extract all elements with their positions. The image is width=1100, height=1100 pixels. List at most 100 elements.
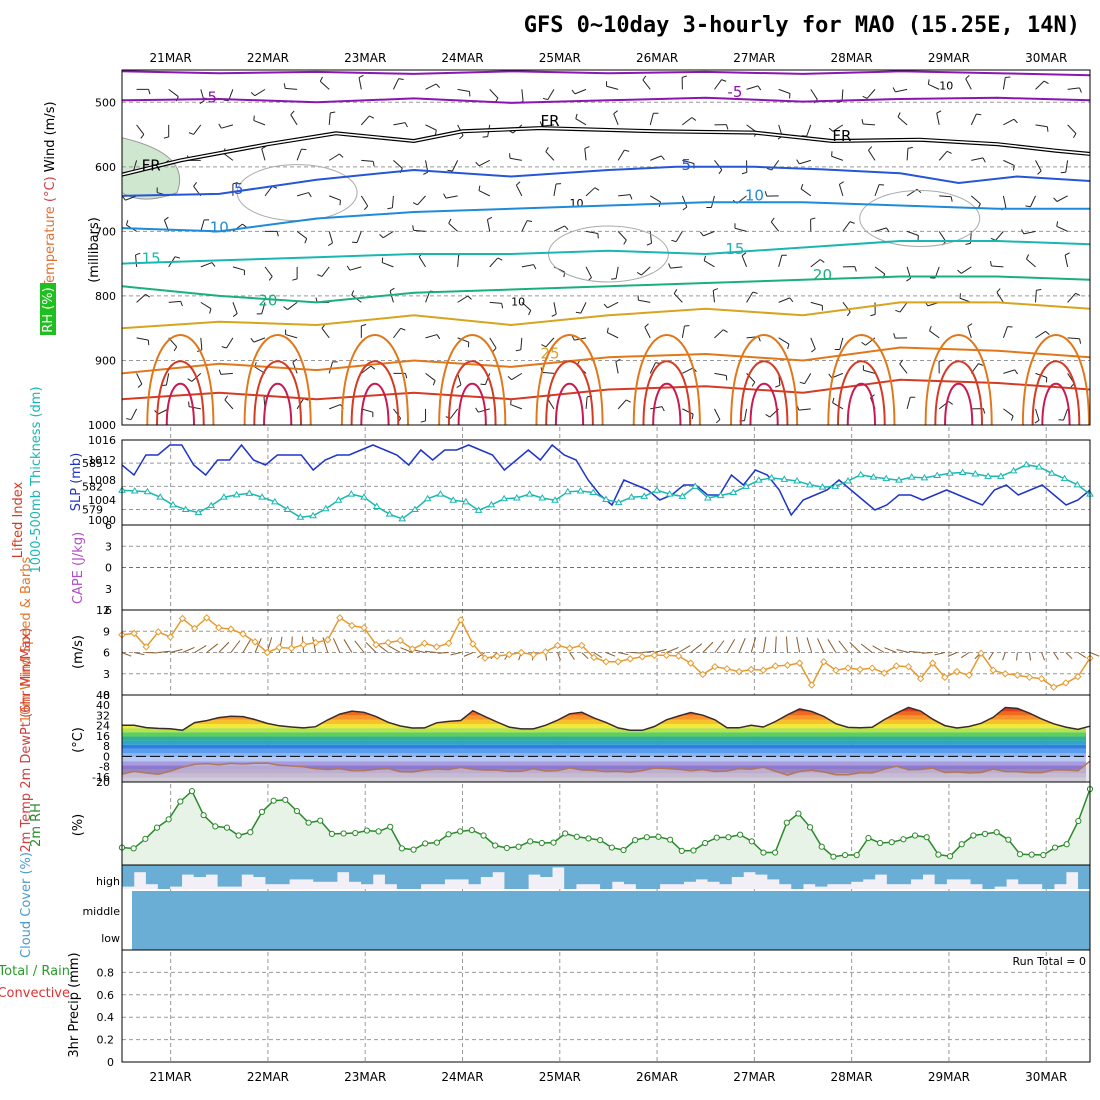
wind-speed-marker xyxy=(457,616,465,624)
wind-barb-flag xyxy=(916,188,922,194)
cloud-high-bar xyxy=(934,865,947,885)
wind-barb-flag xyxy=(339,153,344,158)
temp-ylabel-part: 2m Temp 2m DewPt (6hr Min/Max) xyxy=(19,627,34,852)
rh-marker xyxy=(632,837,639,844)
wind-barb-flag xyxy=(467,295,472,300)
wind-speed-marker xyxy=(928,659,937,667)
wind-barb-flag xyxy=(703,255,707,261)
wind-barb-flag xyxy=(180,301,183,307)
wind-speed-marker xyxy=(469,640,477,648)
wind-barb xyxy=(832,402,844,410)
cloud-high-bar xyxy=(1078,865,1091,889)
wind-barb-flag xyxy=(533,264,537,270)
thickness-marker xyxy=(474,506,483,513)
wind-barb-flag xyxy=(459,135,464,140)
cloud-high-bar xyxy=(564,865,577,889)
wind-barb xyxy=(617,399,627,410)
wind-barb xyxy=(574,88,587,95)
wind-barb-flag xyxy=(1037,170,1042,175)
precip-run-total: Run Total = 0 xyxy=(1013,955,1087,968)
wind-barb-flag xyxy=(1010,415,1014,421)
wind-barb-flag xyxy=(967,323,973,327)
wind-barb xyxy=(360,195,369,207)
wind-speed-marker xyxy=(626,655,634,663)
surface-heating-contour xyxy=(1031,360,1081,426)
wind-barb xyxy=(319,80,330,90)
wind-barb xyxy=(486,219,491,232)
lifted-index-tick-label: 3 xyxy=(105,540,112,553)
precip-ylabel: 3hr Precip (mm) xyxy=(67,952,82,1057)
cloud-high-bar xyxy=(874,865,888,875)
pressure-tick-label: 700 xyxy=(95,225,116,238)
wind-speed-marker xyxy=(239,630,247,638)
thickness-marker xyxy=(551,496,559,503)
slp-tick-label: 1004 xyxy=(88,494,116,507)
thickness-marker xyxy=(423,494,432,502)
rh-marker xyxy=(981,830,989,837)
wind-barb xyxy=(261,148,266,161)
wind-barb xyxy=(360,115,370,126)
surface-wind-barb xyxy=(988,652,994,660)
wind-barb xyxy=(714,160,723,171)
thickness-marker xyxy=(220,493,228,500)
wind-barb-flag xyxy=(870,313,876,317)
surface-heating-contour xyxy=(165,382,195,426)
precip-tick-label: 0.6 xyxy=(97,989,115,1002)
wind-barb xyxy=(253,120,266,126)
wind-barb xyxy=(489,301,502,304)
wind-barb xyxy=(868,150,876,161)
thickness-marker xyxy=(296,513,305,520)
wind-barb-flag xyxy=(211,262,216,267)
wind-speed-marker xyxy=(408,645,417,653)
wind-speed-marker xyxy=(215,624,223,632)
cloud-high-bar xyxy=(384,865,398,885)
temperature-color-band xyxy=(122,740,1086,745)
wind-barb xyxy=(220,372,233,375)
thickness-marker xyxy=(411,505,419,513)
wind-barb xyxy=(746,291,754,303)
wind-barb-flag xyxy=(796,159,800,165)
wind-barb-flag xyxy=(209,308,212,314)
wind-barb-flag xyxy=(810,217,816,220)
wind-barb xyxy=(1003,159,1015,166)
wind-barb xyxy=(798,408,811,411)
surface-wind-barb xyxy=(463,652,474,657)
wind-barb xyxy=(650,406,663,410)
cloud-high-bar xyxy=(217,865,230,887)
temperature-color-band xyxy=(122,761,1086,766)
wind-barb xyxy=(232,266,245,271)
temperature-contour xyxy=(121,378,1091,401)
wind-barb xyxy=(1067,87,1080,90)
wind-barb xyxy=(862,123,876,126)
thickness-marker xyxy=(181,505,190,513)
cape-ylabel-part: CAPE (J/kg) xyxy=(71,532,86,604)
surface-wind-barb xyxy=(796,636,801,653)
wind-barb xyxy=(714,79,722,90)
thickness-marker xyxy=(1047,469,1056,476)
wind-barb xyxy=(649,362,656,374)
cloud-high-bar xyxy=(803,865,816,885)
wind-barb-flag xyxy=(199,100,205,104)
cloud-high-bar xyxy=(372,865,386,875)
rh-marker xyxy=(503,844,510,852)
surface-wind-barb xyxy=(785,636,788,653)
wind-barb-flag xyxy=(542,97,548,101)
wind-barb-flag xyxy=(721,79,727,82)
cloud-high-bar xyxy=(241,865,254,875)
wind-barb-flag xyxy=(868,146,873,151)
thickness-marker xyxy=(984,472,992,479)
wind-barb xyxy=(547,89,555,100)
wind-speed-marker xyxy=(638,653,647,661)
wind-barb xyxy=(1002,195,1007,208)
date-label-bottom: 27MAR xyxy=(733,1070,775,1084)
wind-barb xyxy=(746,85,759,90)
wind-speed-marker xyxy=(372,641,380,649)
rh-marker xyxy=(305,819,312,826)
wind-barb-flag xyxy=(478,185,481,191)
wind-barb xyxy=(838,184,844,197)
thickness-marker xyxy=(500,494,508,502)
thickness-marker xyxy=(436,490,445,497)
wind-barb xyxy=(938,150,948,161)
wind-barb xyxy=(1002,77,1006,90)
